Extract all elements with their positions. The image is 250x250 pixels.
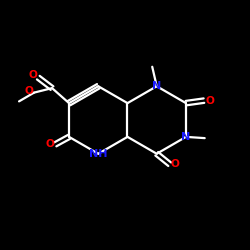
Text: O: O <box>205 96 214 106</box>
Text: O: O <box>171 159 180 169</box>
Text: O: O <box>24 86 33 96</box>
Text: N: N <box>152 81 161 91</box>
Text: O: O <box>29 70 38 80</box>
Text: N: N <box>181 132 190 142</box>
Text: O: O <box>45 139 54 149</box>
Text: NH: NH <box>89 149 108 159</box>
